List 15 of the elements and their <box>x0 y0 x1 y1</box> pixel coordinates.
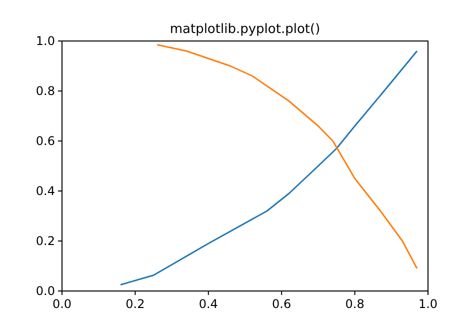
chart-title: matplotlib.pyplot.plot() <box>170 22 320 37</box>
x-tick-label: 0.4 <box>198 297 218 311</box>
x-tick-label: 1.0 <box>418 297 438 311</box>
y-tick-label: 0.4 <box>36 184 55 198</box>
line-series <box>156 44 418 270</box>
x-tick-label: 0.2 <box>126 297 145 311</box>
x-tick-label: 0.0 <box>52 297 72 311</box>
y-tick-label: 0.2 <box>36 234 55 248</box>
y-tick-label: 1.0 <box>36 34 55 48</box>
line-series <box>120 50 418 286</box>
y-tick-label: 0.6 <box>36 134 55 148</box>
y-tick-label: 0.0 <box>36 284 55 298</box>
x-tick-label: 0.6 <box>272 297 292 311</box>
x-tick-label: 0.8 <box>345 297 364 311</box>
y-tick-label: 0.8 <box>36 84 55 98</box>
